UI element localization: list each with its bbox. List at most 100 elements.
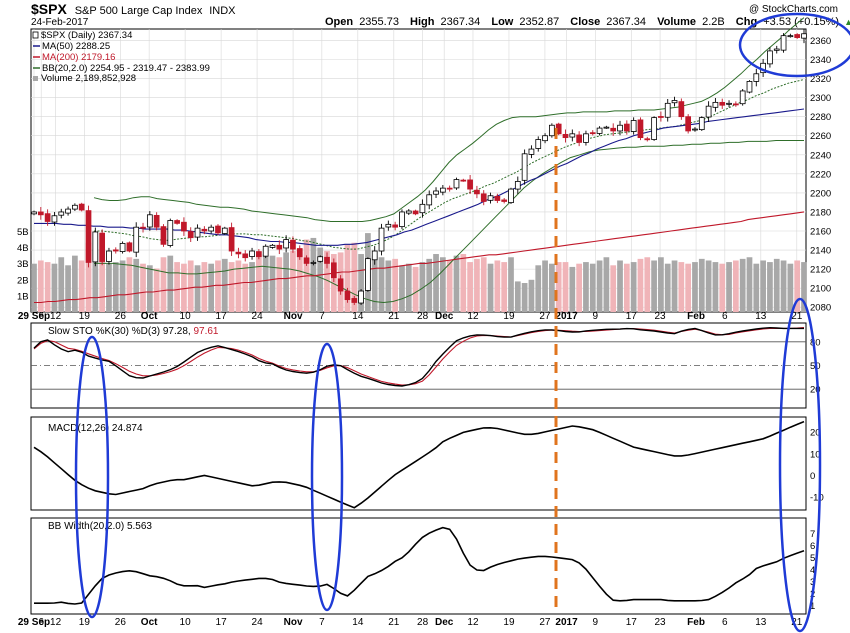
bbw-tick-label: 1 bbox=[810, 601, 815, 612]
volume-bar bbox=[399, 265, 405, 312]
index-name: S&P 500 Large Cap Index bbox=[75, 5, 203, 17]
volume-bar bbox=[562, 262, 569, 312]
candle-body bbox=[37, 211, 44, 216]
candle-body bbox=[140, 226, 146, 229]
volume-bar bbox=[112, 262, 119, 312]
candle-body bbox=[705, 105, 712, 118]
candle-body bbox=[317, 256, 324, 262]
x-tick-label: 13 bbox=[755, 617, 767, 628]
ohlc-readout: Open 2355.73 High 2367.34 Low 2352.87 Cl… bbox=[325, 16, 850, 28]
x-tick-label: Dec bbox=[435, 617, 454, 628]
volume-bar bbox=[37, 260, 44, 312]
candle-body bbox=[194, 227, 201, 238]
volume-bar bbox=[256, 257, 262, 312]
candle-body bbox=[303, 257, 310, 264]
candle-body bbox=[106, 250, 112, 262]
candle-body bbox=[58, 211, 65, 216]
close-value: 2367.34 bbox=[606, 16, 646, 28]
volume-tick-label: 3B bbox=[17, 259, 29, 270]
volume-bar bbox=[405, 263, 412, 312]
candle-body bbox=[780, 35, 787, 51]
x-tick-label: 27 bbox=[539, 311, 551, 322]
volume-bar bbox=[160, 257, 167, 312]
candle-body bbox=[746, 81, 753, 93]
sto-tick-label: 20 bbox=[810, 385, 821, 396]
candle-body bbox=[296, 248, 303, 258]
volume-bar bbox=[610, 265, 617, 312]
candle-body bbox=[637, 119, 644, 139]
volume-bar bbox=[603, 257, 610, 312]
candle-body bbox=[85, 210, 92, 263]
x-tick-label: 2017 bbox=[555, 617, 578, 628]
candle-body bbox=[146, 214, 153, 228]
annotation-ellipse-left bbox=[74, 335, 110, 619]
candle-body bbox=[773, 48, 780, 51]
volume-bar bbox=[712, 262, 719, 312]
x-tick-label: 14 bbox=[352, 311, 364, 322]
x-tick-label: 21 bbox=[791, 617, 803, 628]
volume-bar bbox=[249, 262, 255, 312]
macd-tick-label: 20 bbox=[810, 428, 821, 439]
x-tick-label: 24 bbox=[252, 311, 264, 322]
candle-body bbox=[467, 179, 473, 190]
candle-body bbox=[330, 262, 337, 279]
volume-bar bbox=[385, 260, 392, 312]
candle-body bbox=[664, 102, 671, 118]
open-value: 2355.73 bbox=[359, 16, 399, 28]
volume-bar bbox=[181, 263, 187, 312]
volume-bar bbox=[685, 263, 692, 312]
x-tick-label: 7 bbox=[319, 617, 325, 628]
volume-bar bbox=[419, 262, 426, 312]
candle-body bbox=[487, 195, 494, 201]
volume-bar bbox=[133, 258, 140, 312]
volume-tick-label: 1B bbox=[17, 291, 29, 302]
volume-tick-label: 2B bbox=[17, 275, 29, 286]
candle-body bbox=[617, 124, 623, 132]
volume-bar bbox=[72, 255, 78, 312]
volume-bar bbox=[780, 260, 787, 312]
volume-bar bbox=[705, 260, 712, 312]
x-tick-label: 2017 bbox=[555, 311, 578, 322]
ma200-legend-text: MA(200) 2179.16 bbox=[42, 52, 115, 63]
candle-body bbox=[474, 189, 480, 195]
volume-bar bbox=[153, 268, 160, 312]
candle-body bbox=[44, 213, 51, 222]
x-tick-label: 27 bbox=[539, 617, 551, 628]
candle-body bbox=[51, 215, 58, 223]
volume-bar bbox=[535, 265, 542, 312]
candle-body bbox=[542, 135, 548, 142]
x-tick-label: 29 Sep bbox=[18, 311, 50, 322]
x-tick-label: 29 Sep bbox=[18, 617, 50, 628]
x-tick-label: 12 bbox=[467, 311, 479, 322]
volume-bar bbox=[344, 244, 351, 312]
open-label: Open bbox=[325, 16, 353, 28]
x-tick-label: 26 bbox=[115, 617, 127, 628]
price-tick-label: 2260 bbox=[810, 131, 831, 142]
x-tick-label: 19 bbox=[79, 311, 91, 322]
ma50-legend-text: MA(50) 2288.25 bbox=[42, 41, 110, 52]
candle-body bbox=[92, 231, 99, 263]
volume-bar bbox=[426, 258, 433, 312]
volume-bar bbox=[99, 260, 106, 312]
price-tick-label: 2100 bbox=[810, 284, 831, 295]
candle-body bbox=[249, 250, 255, 257]
x-tick-label: Nov bbox=[284, 311, 303, 322]
volume-bar bbox=[678, 262, 685, 312]
candle-body bbox=[753, 73, 760, 82]
candle-body bbox=[365, 258, 371, 291]
volume-bar bbox=[658, 257, 664, 312]
x-tick-label: 23 bbox=[655, 311, 667, 322]
macd-series bbox=[33, 420, 805, 509]
volume-bar bbox=[140, 263, 146, 312]
candle-body bbox=[644, 138, 651, 141]
price-tick-label: 2340 bbox=[810, 55, 831, 66]
candle-body bbox=[167, 220, 174, 246]
candle-body bbox=[290, 239, 296, 250]
volume-bar bbox=[453, 255, 460, 312]
volume-bar bbox=[739, 258, 746, 312]
chg-label: Chg bbox=[736, 16, 757, 28]
candle-body bbox=[685, 116, 692, 132]
candle-body bbox=[549, 124, 555, 137]
volume-bar bbox=[358, 254, 364, 312]
volume-bar bbox=[521, 283, 528, 312]
